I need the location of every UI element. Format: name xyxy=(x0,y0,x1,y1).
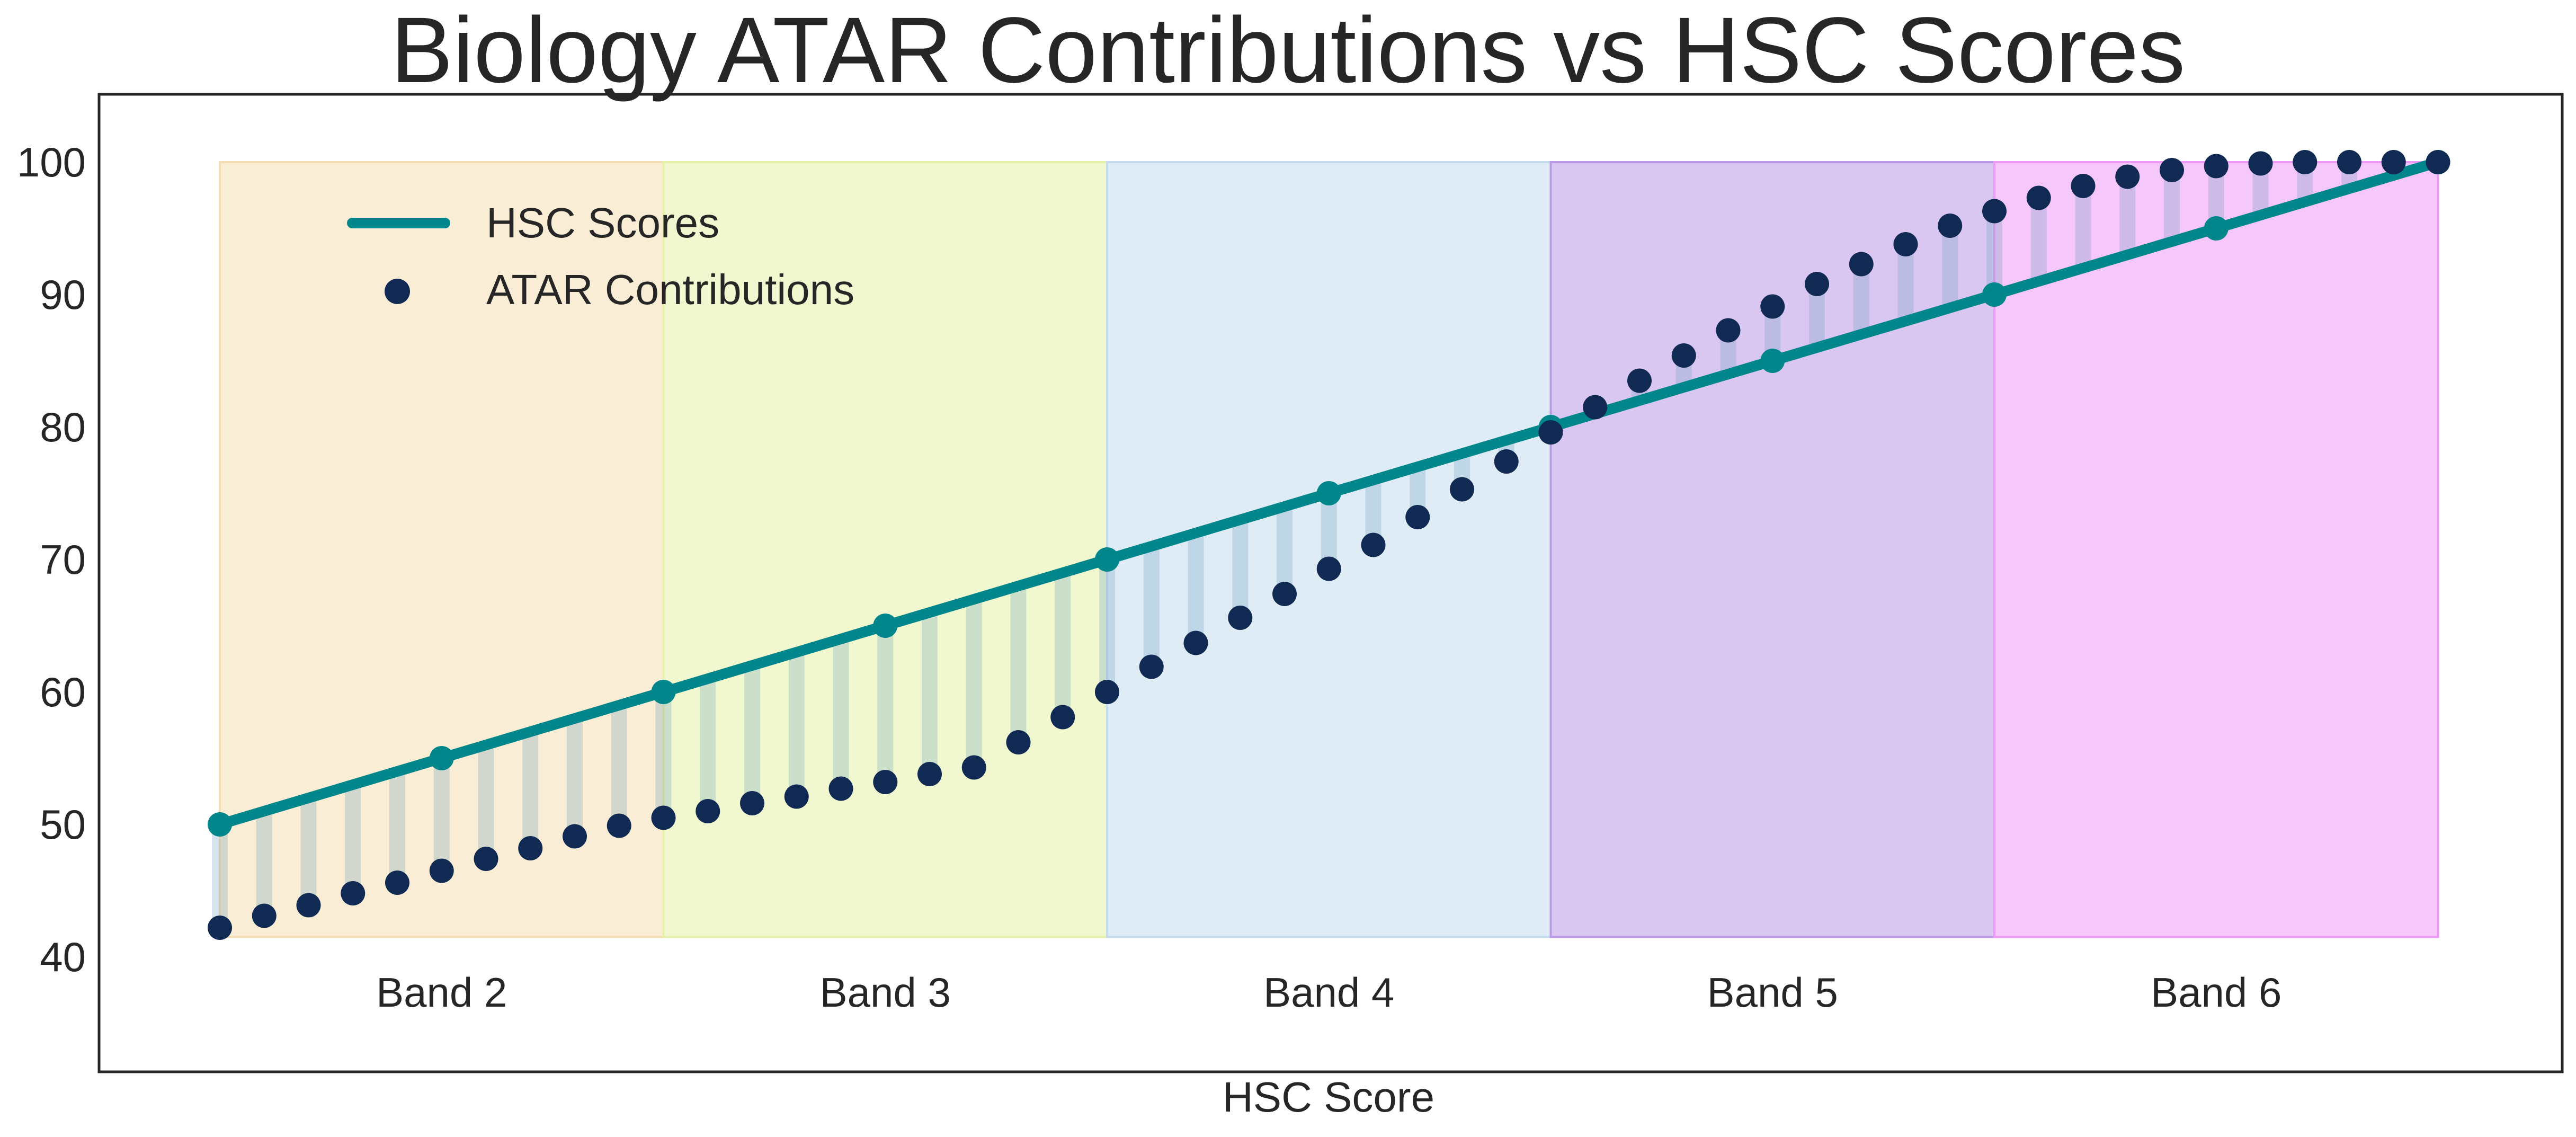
band-region-5 xyxy=(1549,161,1995,938)
atar-contribution-point xyxy=(1095,680,1119,704)
hsc-score-point xyxy=(1760,349,1785,373)
legend: HSC Scores ATAR Contributions xyxy=(347,199,854,313)
atar-contribution-point xyxy=(1316,556,1341,581)
atar-contribution-point xyxy=(296,893,321,918)
band-region-3 xyxy=(662,161,1108,938)
atar-contribution-point xyxy=(607,813,631,838)
y-axis-ticks: 40 50 60 70 80 90 100 xyxy=(17,139,86,980)
atar-contribution-point xyxy=(429,858,454,883)
legend-label-atar-contributions: ATAR Contributions xyxy=(486,266,854,313)
atar-contribution-point xyxy=(252,903,277,928)
atar-contribution-point xyxy=(341,881,366,905)
atar-contribution-point xyxy=(2071,174,2096,198)
atar-contribution-point xyxy=(2248,151,2273,176)
chart-title: Biology ATAR Contributions vs HSC Scores xyxy=(390,0,2186,102)
atar-contribution-point xyxy=(651,805,676,830)
atar-contribution-point xyxy=(1671,343,1696,368)
atar-contribution-point xyxy=(208,916,232,940)
atar-contribution-point xyxy=(2115,164,2140,189)
hsc-score-point xyxy=(429,746,454,770)
x-axis-label: HSC Score xyxy=(1223,1073,1434,1121)
atar-contribution-point xyxy=(385,870,409,895)
hsc-score-point xyxy=(1982,282,2007,307)
atar-contribution-point xyxy=(873,770,898,794)
atar-contribution-point xyxy=(696,799,720,823)
atar-contribution-point xyxy=(1494,449,1519,474)
band-regions xyxy=(219,161,2439,938)
band-label-4: Band 4 xyxy=(1263,969,1394,1016)
atar-contribution-point xyxy=(1627,368,1652,393)
atar-contribution-point xyxy=(1139,654,1164,679)
atar-contribution-point xyxy=(563,824,587,849)
atar-contribution-point xyxy=(1583,395,1608,420)
atar-contribution-point xyxy=(1006,730,1031,754)
atar-contribution-point xyxy=(1183,630,1208,655)
y-tick-label: 60 xyxy=(40,669,86,715)
atar-contribution-point xyxy=(2426,150,2450,174)
y-tick-label: 40 xyxy=(40,934,86,980)
atar-contribution-point xyxy=(740,791,764,815)
y-tick-label: 50 xyxy=(40,801,86,848)
band-label-2: Band 2 xyxy=(376,969,507,1016)
band-region-6 xyxy=(1993,161,2439,938)
y-tick-label: 100 xyxy=(17,139,86,185)
atar-contribution-point xyxy=(828,776,853,801)
atar-contribution-point xyxy=(1050,705,1075,730)
atar-contribution-point xyxy=(1893,232,1918,256)
hsc-score-point xyxy=(2204,216,2229,241)
atar-contribution-point xyxy=(2337,150,2361,174)
atar-contribution-point xyxy=(917,762,942,786)
atar-contribution-point xyxy=(1228,606,1253,630)
atar-contribution-point xyxy=(961,755,986,780)
hsc-score-point xyxy=(1316,481,1341,505)
legend-label-hsc-scores: HSC Scores xyxy=(486,199,719,246)
hsc-score-point xyxy=(873,614,898,638)
atar-contributions-series xyxy=(208,150,2450,940)
hsc-score-point xyxy=(651,680,676,704)
y-tick-label: 80 xyxy=(40,404,86,450)
atar-contribution-point xyxy=(1538,420,1563,445)
band-label-3: Band 3 xyxy=(820,969,951,1016)
atar-contribution-point xyxy=(1405,505,1430,529)
hsc-score-point xyxy=(1095,547,1119,572)
legend-marker-swatch xyxy=(385,279,410,304)
atar-contribution-point xyxy=(2204,154,2229,179)
atar-contribution-point xyxy=(2293,150,2317,174)
atar-contribution-point xyxy=(1760,294,1785,319)
atar-contribution-point xyxy=(1849,252,1874,277)
atar-contribution-point xyxy=(1450,477,1474,502)
atar-contribution-point xyxy=(784,784,809,809)
band-label-6: Band 6 xyxy=(2151,969,2281,1016)
atar-contribution-point xyxy=(1805,272,1829,296)
y-tick-label: 90 xyxy=(40,271,86,318)
atar-contribution-point xyxy=(1272,582,1297,606)
atar-contribution-point xyxy=(1361,532,1386,557)
atar-contribution-point xyxy=(1938,214,1963,238)
band-labels: Band 2 Band 3 Band 4 Band 5 Band 6 xyxy=(376,969,2281,1016)
atar-contribution-point xyxy=(2381,150,2406,174)
atar-contribution-point xyxy=(2160,158,2184,182)
y-tick-label: 70 xyxy=(40,536,86,583)
atar-contribution-point xyxy=(1716,318,1741,343)
plot-frame xyxy=(97,93,2564,1073)
band-region-4 xyxy=(1106,161,1552,938)
band-label-5: Band 5 xyxy=(1707,969,1838,1016)
atar-contribution-point xyxy=(2026,185,2051,210)
atar-contribution-point xyxy=(518,836,543,860)
atar-contribution-point xyxy=(1982,199,2007,224)
hsc-score-point xyxy=(208,812,232,837)
atar-contribution-point xyxy=(474,847,498,871)
